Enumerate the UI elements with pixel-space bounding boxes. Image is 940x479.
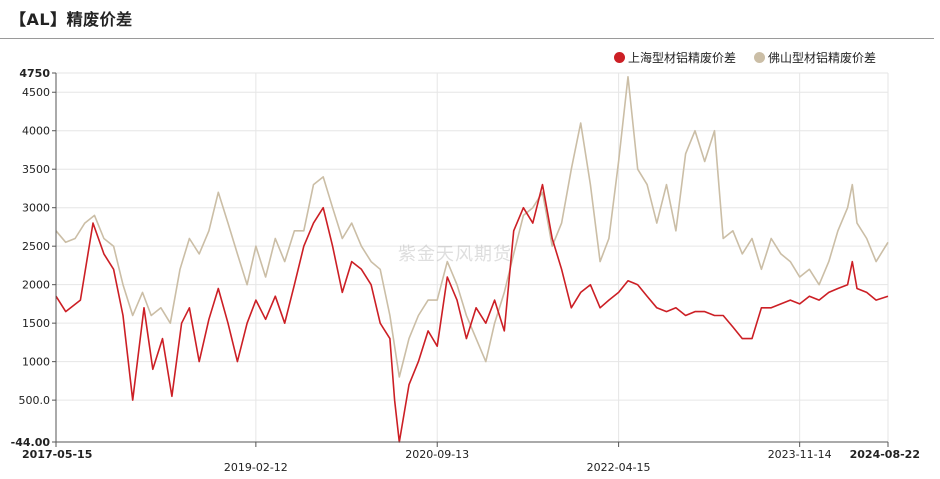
legend-marker-shanghai <box>613 52 625 63</box>
series-line-foshan <box>55 76 889 378</box>
series-line-shanghai <box>55 183 889 443</box>
legend-item-shanghai[interactable]: 上海型材铝精废价差 <box>613 49 736 66</box>
x-tick-label: 2024-08-22 <box>850 448 920 461</box>
x-tick-label: 2017-05-15 <box>22 448 92 461</box>
y-tick-label: 1500 <box>22 317 50 330</box>
x-tick-label: 2023-11-14 <box>768 448 832 461</box>
series-lines <box>55 76 889 443</box>
chart-legend: 上海型材铝精废价差 佛山型材铝精废价差 <box>613 49 876 66</box>
tick-labels: -44.00 500.0 1000 1500 2000 2500 3000 3500 4000 4… <box>11 67 920 474</box>
y-tick-label: 2000 <box>22 279 50 292</box>
y-tick-label: 2500 <box>22 240 50 253</box>
legend-label-shanghai: 上海型材铝精废价差 <box>627 51 736 65</box>
chart-title: 【AL】精废价差 <box>10 10 133 29</box>
axes <box>52 72 889 447</box>
x-tick-label: 2020-09-13 <box>405 448 469 461</box>
watermark: 紫金天风期货 <box>398 244 512 265</box>
y-tick-label: 500.0 <box>19 394 51 407</box>
y-tick-label: -44.00 <box>11 436 51 449</box>
x-tick-label: 2019-02-12 <box>224 461 288 474</box>
title-divider <box>0 38 934 39</box>
legend-item-foshan[interactable]: 佛山型材铝精废价差 <box>753 49 876 66</box>
y-tick-label: 3500 <box>22 163 50 176</box>
legend-marker-foshan <box>753 52 765 63</box>
x-tick-label: 2022-04-15 <box>587 461 651 474</box>
y-tick-label: 4000 <box>22 125 50 138</box>
y-tick-label: 1000 <box>22 356 50 369</box>
y-tick-label: 3000 <box>22 202 50 215</box>
y-tick-label: 4750 <box>19 67 50 80</box>
legend-label-foshan: 佛山型材铝精废价差 <box>767 51 876 65</box>
y-tick-label: 4500 <box>22 86 50 99</box>
